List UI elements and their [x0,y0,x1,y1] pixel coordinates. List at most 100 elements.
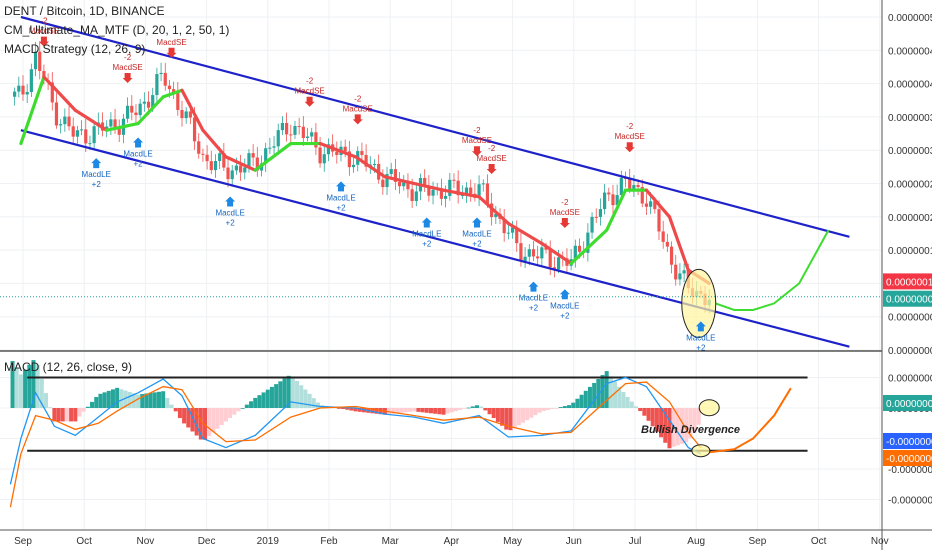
buy-signal-delta: +2 [134,160,144,169]
candle-body [682,270,686,274]
candle-body [243,167,247,173]
histogram-bar [207,408,212,437]
buy-signal-arrow [336,181,346,192]
histogram-bar [600,375,605,408]
moving-average-segment [477,195,510,226]
time-tick-label: May [503,536,522,547]
histogram-bar [412,408,417,412]
candle-body [381,179,385,188]
sell-signal-arrow [38,36,49,47]
histogram-bar [39,378,44,408]
candle-body [452,179,456,181]
histogram-bar [684,408,689,443]
candle-body [84,129,88,144]
moving-average-segment [540,241,573,266]
candle-body [314,132,318,148]
candle-body [351,164,356,168]
candle-body [301,126,305,138]
histogram-bar [424,408,429,413]
macd-pane[interactable] [0,360,882,508]
histogram-bar [60,408,65,422]
buy-signal-arrow [559,289,570,300]
candle-body [17,85,21,92]
buy-signal-delta: +2 [529,304,539,313]
histogram-bar [27,364,32,408]
candle-body [544,247,548,250]
macd-tick-label: -0.00000006 [888,496,932,507]
histogram-bar [223,408,228,422]
macd-tick-label: 0.00000002 [888,374,932,385]
sell-signal-label: MacdSE [550,208,580,217]
time-axis[interactable]: Sep Oct Nov Dec 2019 Feb Mar Apr May Jun Jul Aug Sep… [14,536,889,547]
time-tick-label: Sep [14,536,32,547]
moving-average-segment [161,88,184,99]
histogram-bar [428,408,433,414]
price-tick-label: 0.00000020 [888,213,932,224]
candle-body [151,95,155,108]
buy-signal-delta: +2 [696,343,706,352]
histogram-bar [395,408,400,414]
histogram-bar [608,376,613,408]
histogram-bar [190,408,195,432]
sell-signal-arrow [304,96,315,107]
candle-body [289,134,293,136]
time-tick-label: Feb [320,536,338,547]
sell-signal-delta: -2 [40,17,48,26]
candle-body [590,216,594,233]
candle-body [619,177,623,196]
histogram-bar [675,408,680,446]
candle-body [197,141,201,154]
candle-body [481,183,485,185]
strategy-legend[interactable]: MACD Strategy (12, 26, 9) [4,42,146,56]
histogram-bar [35,364,40,408]
price-projection-line [715,229,830,311]
price-tick-label: 0.00000015 [888,246,932,257]
buy-signal-arrow [695,321,706,332]
histogram-bar [537,408,542,413]
histogram-bar [592,382,597,408]
histogram-highlight-ellipse [698,399,720,417]
histogram-bar [211,408,216,433]
histogram-bar [265,389,270,408]
candle-body [138,103,142,116]
candle-body [238,165,243,173]
histogram-bar [495,408,500,422]
macd-legend[interactable]: MACD (12, 26, close, 9) [4,360,133,374]
histogram-bar [31,360,36,408]
candle-body [640,187,644,204]
candle-body [460,195,464,197]
candle-body [268,147,272,149]
histogram-bar [529,408,534,418]
buy-signal-label: MacdLE [123,150,152,159]
price-candles [13,41,711,314]
histogram-bar [311,398,316,408]
price-tick-label: 0.00000025 [888,180,932,191]
buy-signal-label: MacdLE [412,229,441,238]
sell-signal-arrow [166,47,177,58]
buy-signal-delta: +2 [92,180,102,189]
histogram-bar [399,408,404,413]
candle-body [674,264,678,280]
sell-signal-arrow [352,114,363,125]
histogram-bar [692,408,697,432]
macd-line [9,376,702,485]
buy-signal-delta: +2 [560,311,570,320]
candle-body [172,89,176,93]
histogram-bar [274,384,279,408]
histogram-bar [554,408,559,409]
candle-body [636,185,640,188]
price-tick-label: 0.00000030 [888,146,932,157]
ma-legend[interactable]: CM_Ultimate_MA_MTF (D, 20, 1, 2, 50, 1) [4,23,230,37]
histogram-bar [596,378,601,408]
candle-body [678,273,682,280]
symbol-legend[interactable]: DENT / Bitcoin, 1D, BINANCE [4,4,165,18]
candle-body [423,177,427,186]
histogram-bar [152,392,157,408]
price-tag-bg [883,273,932,290]
histogram-bar [449,408,454,413]
candle-body [665,241,669,247]
time-tick-label: Oct [811,536,827,547]
candle-body [494,213,498,218]
